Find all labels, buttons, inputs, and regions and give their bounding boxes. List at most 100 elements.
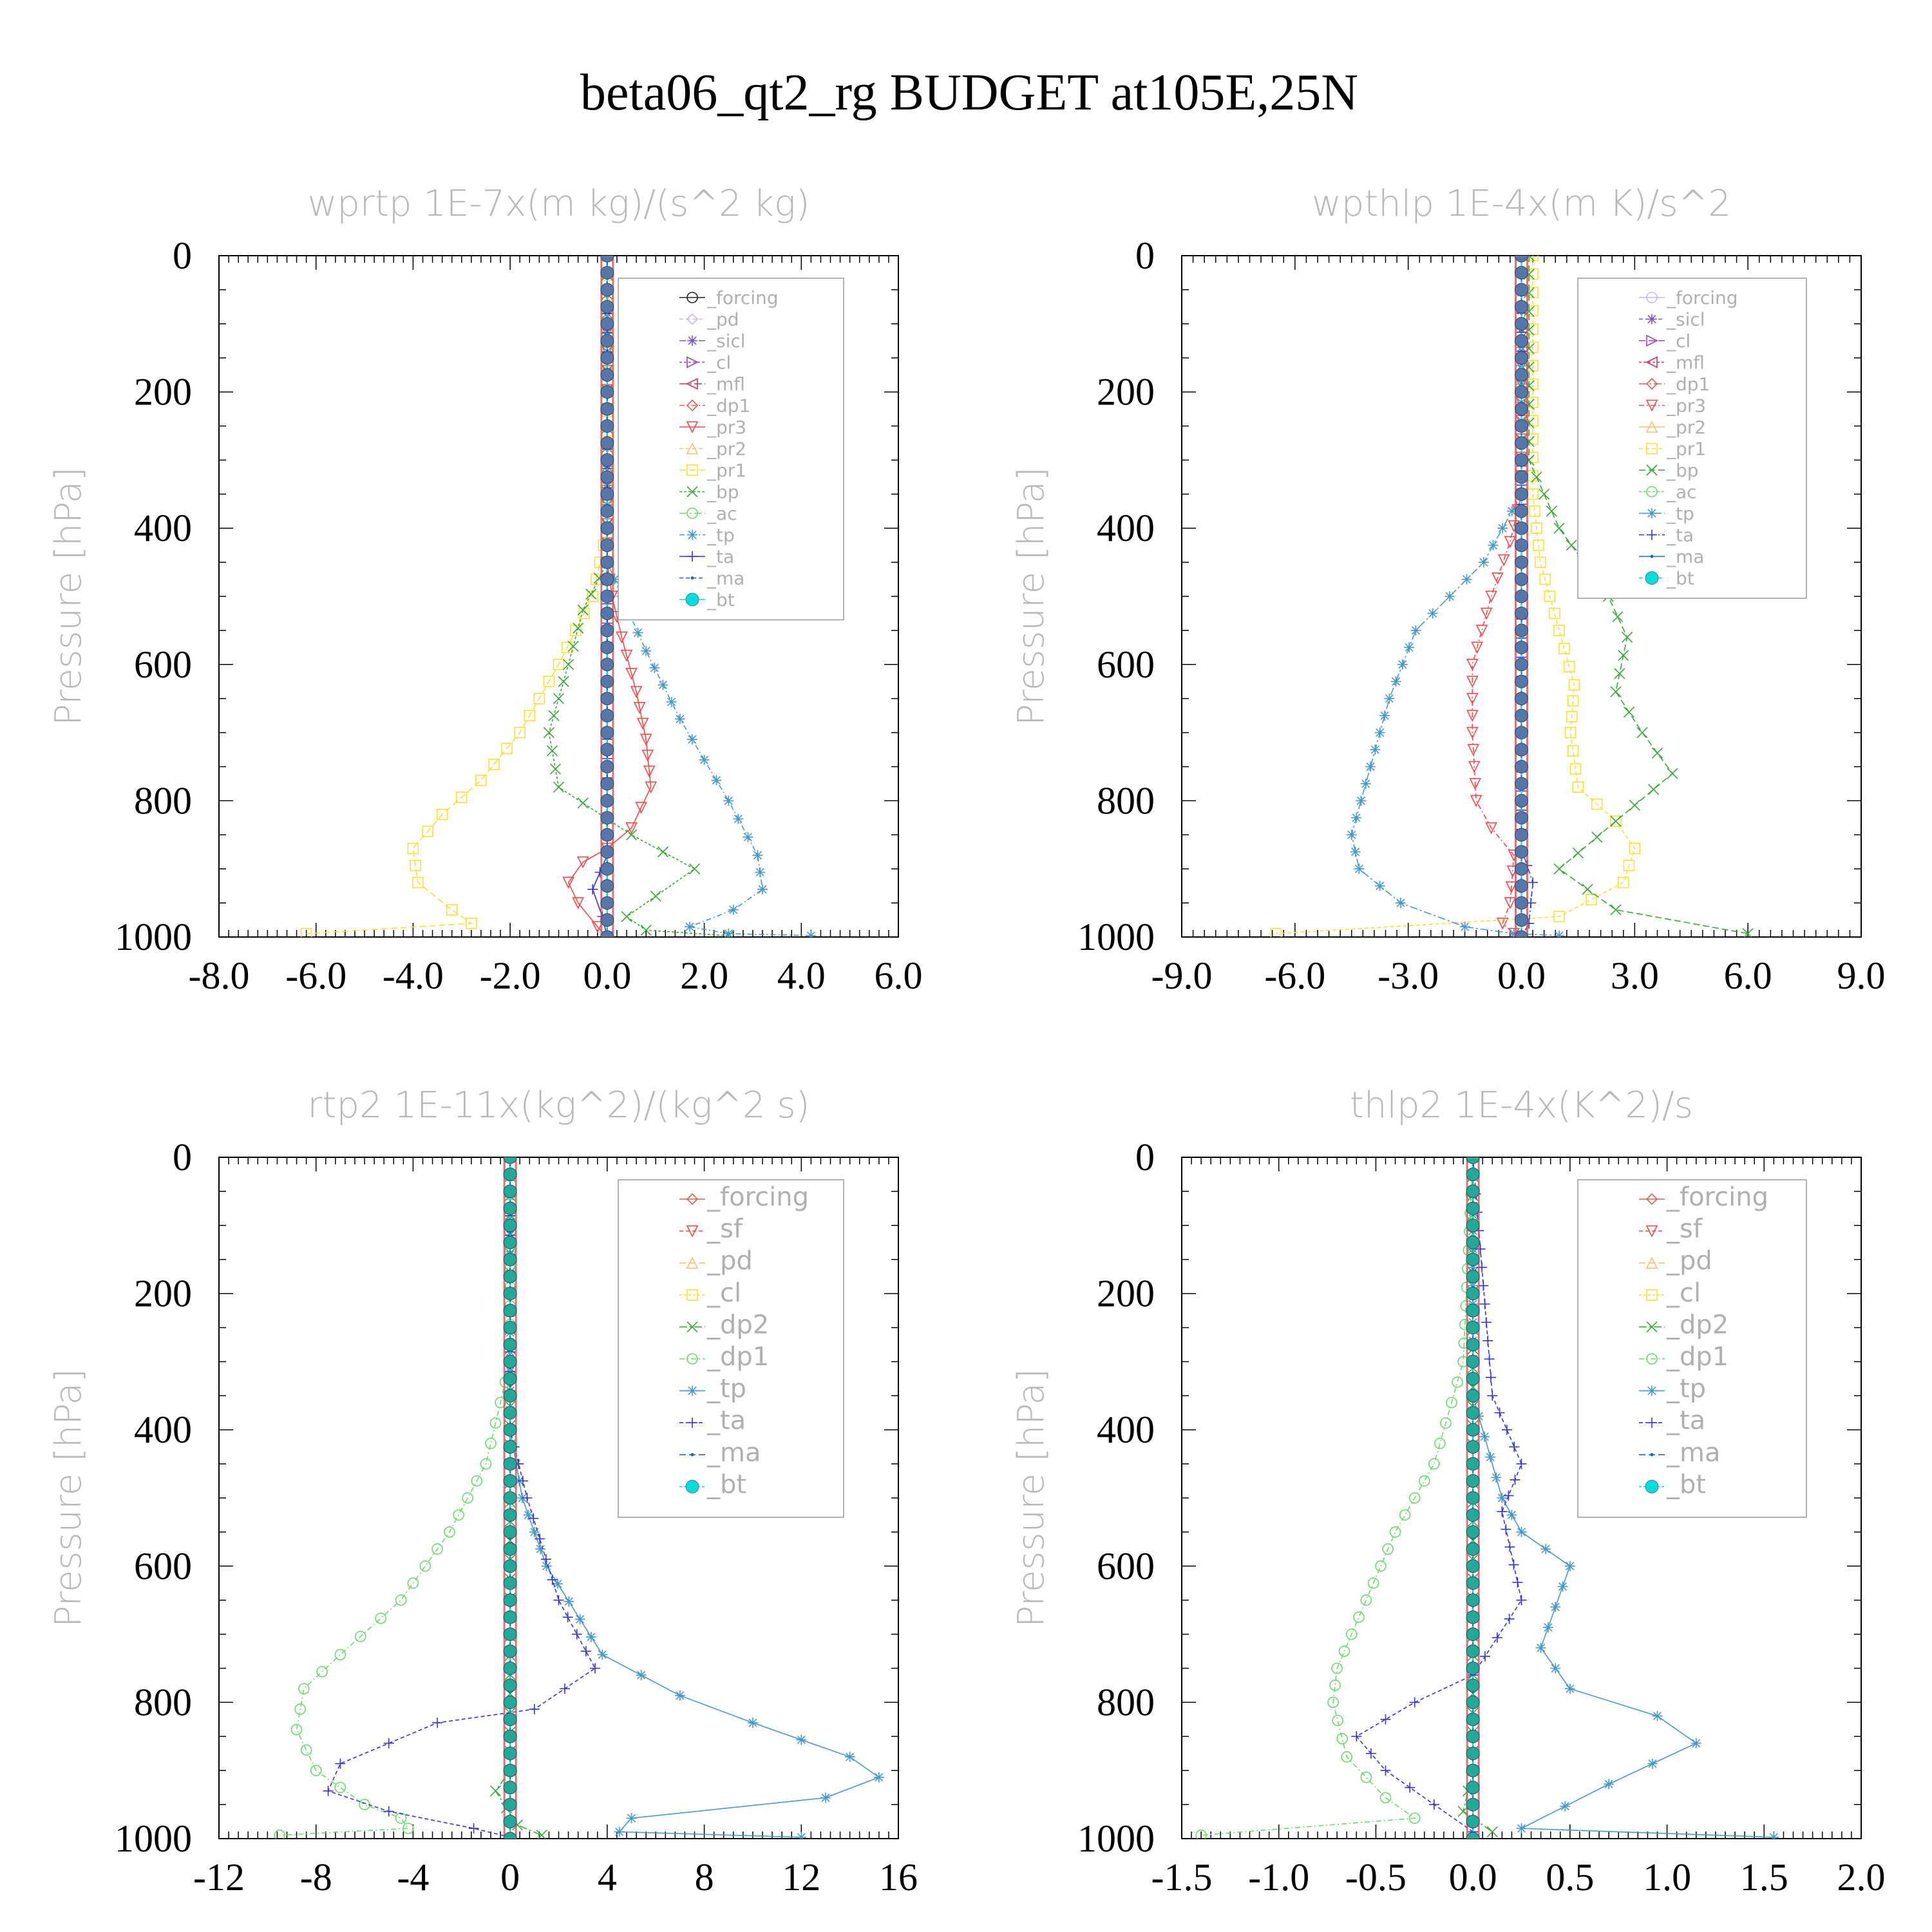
data-point [501,743,513,755]
legend-marker [1647,1417,1657,1428]
data-point [1466,1440,1480,1454]
data-point [1742,928,1754,937]
y-tick-label: 0 [173,1136,192,1179]
series-line-pr3 [1472,256,1522,934]
data-point [410,860,421,871]
x-tick-label: -2.0 [480,954,541,997]
legend-marker [687,1321,698,1332]
legend-marker [1647,1385,1657,1396]
data-point [354,1631,366,1642]
data-point [1440,1417,1452,1429]
legend-marker [1646,1353,1658,1365]
data-point [334,1649,346,1661]
data-point [453,1509,464,1521]
data-point [1515,606,1528,620]
legend-marker [1646,292,1658,303]
data-point [1466,1457,1480,1471]
data-point [600,708,614,723]
data-point [436,808,448,820]
legend-marker [686,1256,699,1269]
data-point [1515,419,1528,433]
data-point [1469,778,1481,790]
data-point [1427,608,1438,619]
legend-marker [1645,356,1658,368]
data-point [1466,1678,1480,1692]
y-tick-label: 1000 [1077,916,1155,958]
data-point [1382,1543,1394,1555]
data-point [1479,1431,1490,1442]
x-tick-label: -9.0 [1151,954,1213,997]
data-point [699,754,710,765]
legend-marker [1647,314,1657,325]
data-point [1497,523,1508,534]
data-point [1434,1437,1446,1450]
data-point [1553,863,1565,875]
data-point [1484,1354,1495,1365]
x-tick-label: 1.5 [1740,1856,1788,1899]
data-point [290,1723,303,1736]
data-point [1466,1287,1480,1301]
data-point [600,658,614,672]
series-line-dp1 [1201,1157,1473,1836]
legend-marker [1645,1479,1659,1493]
legend-label: _ma [1666,1438,1720,1468]
legend-label: _pr1 [706,460,746,481]
x-tick-label: -1.0 [1248,1856,1309,1899]
x-tick-label: 4.0 [777,954,826,997]
data-point [577,797,589,809]
data-point [503,1253,517,1267]
data-point [503,1781,517,1795]
data-point [431,1543,443,1555]
data-point [711,775,722,786]
data-point [462,1492,474,1504]
data-point [1515,811,1528,825]
data-point [1327,1696,1339,1709]
data-point [310,1765,322,1776]
data-point [1539,573,1551,585]
data-point [1651,747,1663,759]
data-point [1466,1593,1480,1607]
data-point [1515,623,1528,638]
data-point [723,928,734,937]
data-point [1466,1269,1480,1283]
data-point [1466,1184,1480,1198]
data-point [503,1269,517,1283]
data-point [503,1662,517,1675]
data-point [1360,1594,1372,1606]
data-point [1370,744,1381,755]
data-point [1479,1651,1490,1662]
data-point [1504,536,1517,549]
data-point [1515,640,1528,654]
data-point [503,1678,517,1692]
data-point [636,717,649,730]
data-point [643,765,656,778]
data-point [1461,574,1472,585]
data-point [600,930,614,937]
data-point [412,876,424,889]
data-point [1336,1733,1348,1745]
data-point [600,589,614,603]
data-point [1466,1372,1480,1386]
x-tick-label: -3.0 [1378,954,1439,997]
data-point [1195,1829,1207,1839]
data-point [600,913,614,927]
data-point [1466,726,1479,739]
x-tick-label: 0.0 [583,954,631,997]
data-point [590,1663,601,1674]
data-point [1768,1832,1779,1839]
data-point [1591,831,1603,843]
data-point [632,627,643,638]
data-point [1564,726,1577,739]
data-point [572,897,584,909]
data-point [1475,1244,1486,1255]
data-point [600,256,614,263]
series-line-ta [1356,1157,1522,1833]
data-point [747,1718,758,1728]
data-point [1509,1441,1520,1452]
legend-label: _dp1 [706,1342,769,1372]
data-point [503,1508,517,1522]
data-point [1558,643,1570,654]
data-point [1528,877,1539,888]
data-point [1466,1695,1480,1709]
data-point [600,317,614,331]
